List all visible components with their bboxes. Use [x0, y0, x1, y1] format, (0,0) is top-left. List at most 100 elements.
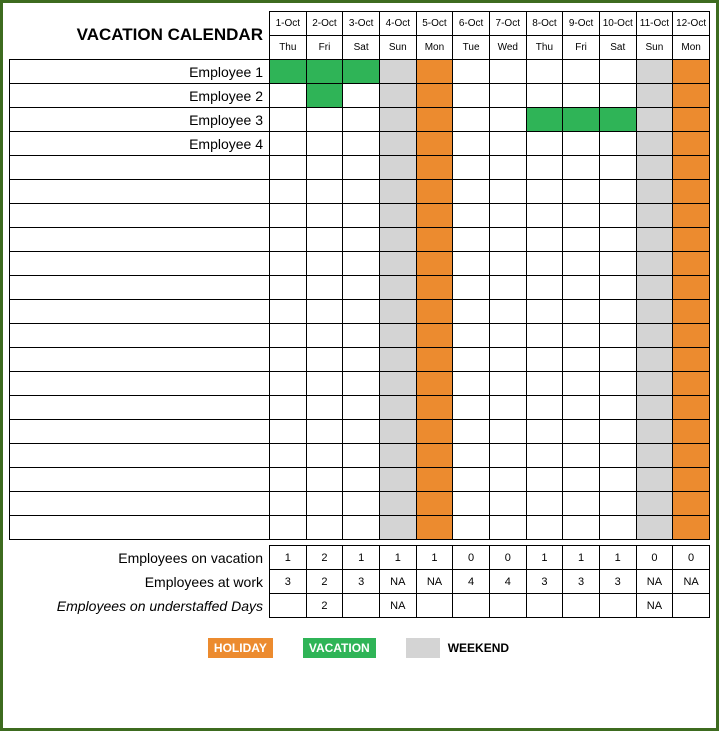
calendar-cell [526, 228, 563, 252]
calendar-cell [270, 60, 307, 84]
calendar-title: VACATION CALENDAR [10, 12, 270, 60]
calendar-cell [379, 444, 416, 468]
empty-row-label [10, 324, 270, 348]
calendar-cell [599, 492, 636, 516]
calendar-cell [343, 372, 380, 396]
calendar-cell [379, 396, 416, 420]
calendar-cell [270, 228, 307, 252]
calendar-cell [526, 492, 563, 516]
date-header: 3-Oct [343, 12, 380, 36]
calendar-cell [636, 108, 673, 132]
date-header: 4-Oct [379, 12, 416, 36]
empty-row-label [10, 252, 270, 276]
calendar-cell [379, 156, 416, 180]
calendar-cell [306, 444, 343, 468]
calendar-cell [306, 492, 343, 516]
calendar-cell [416, 396, 453, 420]
calendar-cell [306, 204, 343, 228]
calendar-cell [416, 228, 453, 252]
calendar-cell [673, 180, 710, 204]
calendar-cell [453, 108, 490, 132]
calendar-cell [636, 468, 673, 492]
calendar-cell [563, 132, 600, 156]
summary-cell [599, 594, 636, 618]
calendar-cell [306, 372, 343, 396]
calendar-cell [673, 420, 710, 444]
calendar-cell [489, 180, 526, 204]
legend-item: WEEKEND [406, 638, 511, 658]
calendar-cell [270, 300, 307, 324]
calendar-cell [306, 108, 343, 132]
calendar-cell [306, 300, 343, 324]
summary-cell [526, 594, 563, 618]
dow-header: Thu [270, 36, 307, 60]
calendar-cell [453, 228, 490, 252]
calendar-cell [599, 396, 636, 420]
summary-cell [673, 594, 710, 618]
empty-row-label [10, 228, 270, 252]
calendar-cell [306, 516, 343, 540]
dow-header: Wed [489, 36, 526, 60]
calendar-cell [379, 420, 416, 444]
calendar-frame: VACATION CALENDAR1-Oct2-Oct3-Oct4-Oct5-O… [0, 0, 719, 731]
calendar-cell [636, 396, 673, 420]
calendar-cell [343, 396, 380, 420]
calendar-cell [343, 276, 380, 300]
calendar-cell [673, 300, 710, 324]
calendar-cell [270, 252, 307, 276]
calendar-cell [489, 372, 526, 396]
calendar-cell [526, 516, 563, 540]
calendar-cell [270, 156, 307, 180]
legend-label: VACATION [303, 638, 376, 658]
calendar-cell [306, 180, 343, 204]
summary-cell [453, 594, 490, 618]
calendar-cell [453, 156, 490, 180]
calendar-cell [636, 204, 673, 228]
calendar-cell [673, 324, 710, 348]
calendar-cell [453, 348, 490, 372]
date-header: 12-Oct [673, 12, 710, 36]
calendar-cell [563, 300, 600, 324]
summary-cell: 4 [453, 570, 490, 594]
calendar-cell [489, 204, 526, 228]
calendar-cell [636, 84, 673, 108]
calendar-cell [453, 204, 490, 228]
calendar-cell [343, 108, 380, 132]
summary-cell: 2 [306, 594, 343, 618]
calendar-cell [379, 372, 416, 396]
date-header: 2-Oct [306, 12, 343, 36]
calendar-cell [343, 84, 380, 108]
calendar-cell [379, 84, 416, 108]
empty-row-label [10, 516, 270, 540]
calendar-cell [343, 324, 380, 348]
calendar-cell [599, 444, 636, 468]
summary-cell [416, 594, 453, 618]
calendar-cell [416, 372, 453, 396]
calendar-cell [270, 444, 307, 468]
calendar-cell [270, 348, 307, 372]
date-header: 6-Oct [453, 12, 490, 36]
calendar-cell [489, 348, 526, 372]
calendar-cell [636, 228, 673, 252]
calendar-cell [673, 468, 710, 492]
dow-header: Sat [599, 36, 636, 60]
calendar-cell [636, 60, 673, 84]
calendar-cell [270, 324, 307, 348]
calendar-cell [416, 132, 453, 156]
calendar-cell [416, 300, 453, 324]
calendar-cell [416, 252, 453, 276]
vacation-calendar-table: VACATION CALENDAR1-Oct2-Oct3-Oct4-Oct5-O… [9, 11, 710, 618]
calendar-cell [599, 132, 636, 156]
calendar-cell [563, 324, 600, 348]
employee-label: Employee 1 [10, 60, 270, 84]
calendar-cell [489, 492, 526, 516]
calendar-cell [563, 276, 600, 300]
calendar-cell [563, 396, 600, 420]
calendar-cell [416, 204, 453, 228]
calendar-cell [416, 276, 453, 300]
calendar-cell [270, 204, 307, 228]
calendar-cell [270, 420, 307, 444]
calendar-cell [489, 252, 526, 276]
calendar-cell [416, 156, 453, 180]
calendar-cell [636, 348, 673, 372]
